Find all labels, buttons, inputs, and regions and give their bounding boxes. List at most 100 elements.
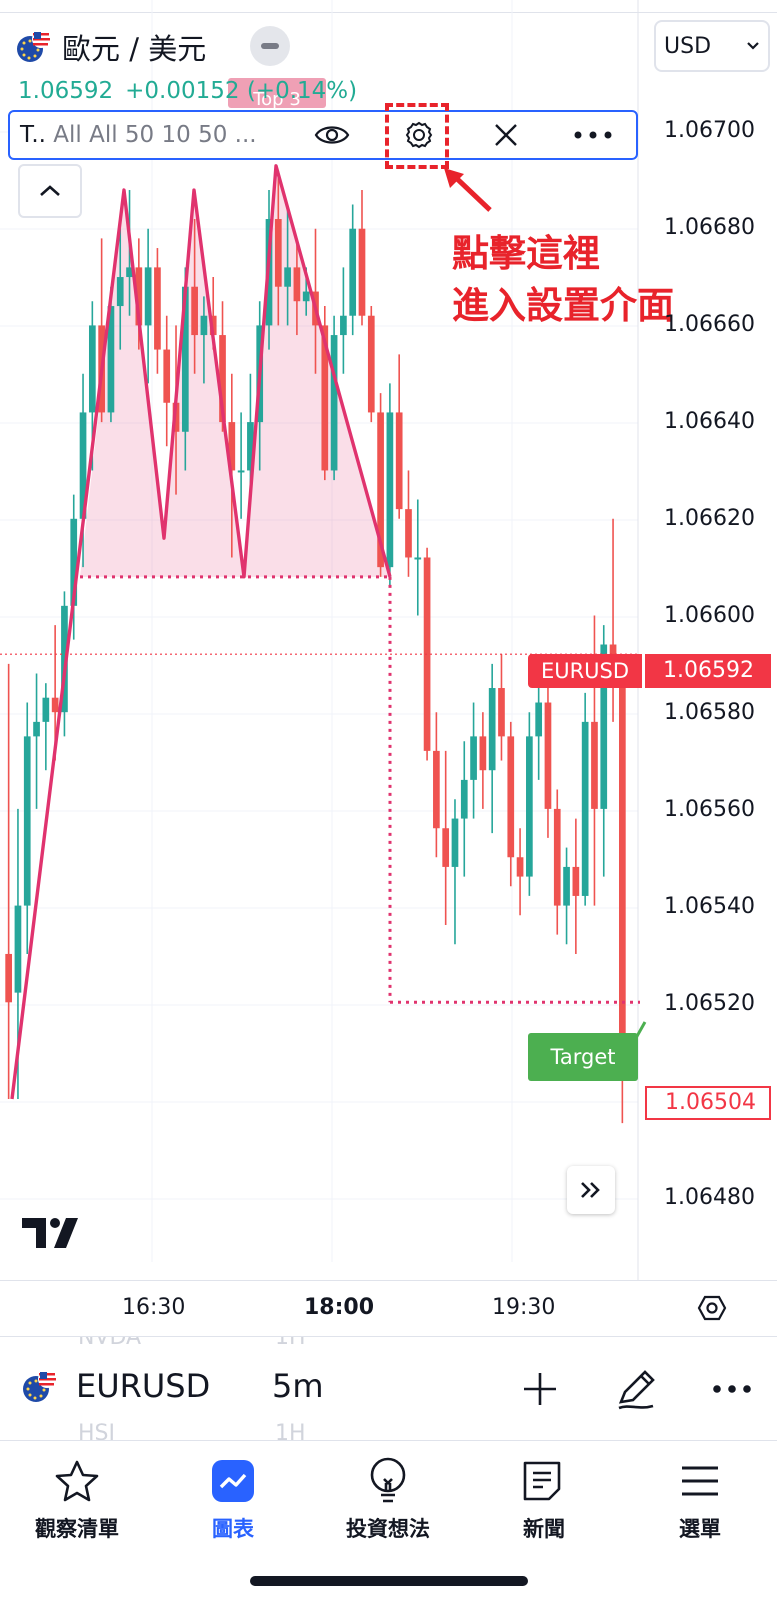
candle-body: [237, 470, 245, 473]
candle-body: [414, 557, 422, 560]
candle-body: [51, 697, 59, 713]
candle-body: [470, 736, 477, 780]
candle-body: [5, 953, 12, 1003]
candle-body: [526, 736, 533, 877]
symbol-header[interactable]: 歐元 / 美元: [16, 26, 206, 68]
chevron-up-icon: [40, 185, 60, 196]
candle-body: [126, 267, 133, 278]
menu-icon: [630, 1455, 770, 1507]
candle-body: [442, 828, 450, 867]
candle-body: [191, 286, 198, 336]
price-tick-label: 1.06560: [664, 797, 755, 822]
candle-body: [302, 291, 310, 302]
currency-value: USD: [664, 33, 712, 59]
drawing-toolbar[interactable]: T.. All All 50 10 50 ...: [8, 110, 638, 160]
candle-body: [581, 721, 589, 896]
candle-body: [516, 857, 524, 877]
symbol-bar[interactable]: NVDA 1H HSI 1H EURUSD 5m: [0, 1336, 777, 1440]
nav-label: 圖表: [212, 1517, 254, 1541]
ghost-symbol-below: HSI: [78, 1421, 115, 1440]
plus-icon[interactable]: [514, 1363, 566, 1415]
time-label: 18:00: [304, 1295, 375, 1320]
close-icon[interactable]: [462, 112, 549, 158]
candle-body: [107, 306, 115, 413]
candle-body: [451, 818, 459, 867]
price-tick-label: 1.06520: [664, 991, 755, 1016]
candle-body: [42, 697, 50, 722]
collapse-legend-button[interactable]: [250, 26, 290, 66]
low-price-badge: 1.06504: [645, 1086, 771, 1120]
nav-label: 選單: [679, 1517, 721, 1541]
nav-label: 新聞: [523, 1517, 565, 1541]
nav-menu[interactable]: 選單: [630, 1455, 770, 1543]
candle-body: [488, 688, 496, 771]
candle-body: [340, 315, 347, 336]
more-icon[interactable]: [706, 1363, 758, 1415]
candle-body: [405, 509, 412, 558]
price-tick-label: 1.06600: [664, 603, 755, 628]
candle-body: [209, 315, 217, 336]
candle-body: [247, 422, 254, 471]
home-indicator: [250, 1576, 528, 1586]
drawing-name-params: All All 50 10 50 ...: [45, 122, 257, 148]
candle-body: [619, 683, 626, 1080]
candle-body: [377, 412, 384, 568]
nav-chart[interactable]: 圖表: [163, 1455, 303, 1543]
candle-body: [563, 866, 570, 906]
price-tick-label: 1.06580: [664, 700, 755, 725]
chart-icon: [163, 1455, 303, 1507]
time-label: 19:30: [492, 1295, 556, 1320]
symbol-price-badge: EURUSD: [528, 654, 642, 688]
price-change: +0.00152 (+0.14%): [125, 78, 358, 104]
drawing-name-prefix: T..: [20, 122, 46, 148]
candle-body: [600, 644, 608, 809]
pattern-tag: Top 3: [228, 78, 326, 108]
annotation-text: 點擊這裡 進入設置介面: [452, 228, 674, 332]
candle-body: [349, 228, 357, 316]
last-price: 1.06592: [18, 78, 114, 104]
target-label: Target: [528, 1033, 638, 1081]
candle-body: [553, 808, 561, 906]
scroll-to-latest-button[interactable]: [567, 1166, 615, 1214]
ghost-interval-below: 1H: [275, 1421, 306, 1440]
candlestick-chart[interactable]: [0, 0, 777, 1280]
candle-body: [284, 267, 291, 287]
more-icon[interactable]: [549, 112, 636, 158]
candle-body: [535, 702, 543, 737]
symbol-title[interactable]: 歐元 / 美元: [62, 32, 207, 66]
drawing-name[interactable]: T.. All All 50 10 50 ...: [10, 122, 289, 148]
annotation-line-1: 點擊這裡: [452, 232, 600, 275]
double-chevron-right-icon: [581, 1182, 600, 1198]
candle-body: [116, 277, 124, 307]
currency-select[interactable]: USD: [654, 20, 770, 72]
candle-body: [144, 267, 152, 326]
annotation-line-2: 進入設置介面: [452, 284, 674, 327]
chart-settings-icon[interactable]: [697, 1293, 727, 1327]
symbol-search-button[interactable]: EURUSD: [76, 1367, 211, 1405]
chart-canvas[interactable]: [0, 0, 777, 1280]
nav-watchlist[interactable]: 觀察清單: [7, 1455, 147, 1543]
time-label: 16:30: [122, 1295, 186, 1320]
time-axis[interactable]: 16:30 18:00 19:30: [0, 1280, 777, 1336]
candle-body: [23, 736, 31, 906]
eye-icon[interactable]: [289, 112, 376, 158]
price-tick-label: 1.06660: [664, 312, 755, 337]
gear-icon[interactable]: [375, 112, 462, 158]
collapse-button[interactable]: [18, 164, 82, 218]
pen-icon[interactable]: [610, 1363, 662, 1415]
price-tick-label: 1.06680: [664, 215, 755, 240]
nav-ideas[interactable]: 投資想法: [318, 1455, 458, 1543]
interval-button[interactable]: 5m: [272, 1367, 324, 1405]
eu-us-flag-icon: [16, 29, 52, 65]
candle-body: [154, 267, 161, 350]
ghost-symbol-above: NVDA: [78, 1336, 142, 1350]
quote-line: 1.06592 +0.00152 (+0.14%): [18, 78, 357, 104]
star-icon: [7, 1455, 147, 1507]
candle-body: [433, 750, 440, 829]
nav-news[interactable]: 新聞: [474, 1455, 614, 1543]
bottom-nav[interactable]: 觀察清單 圖表 投資想法 新聞 選單: [0, 1440, 777, 1600]
annotation-arrow-icon: [444, 168, 492, 212]
news-icon: [474, 1455, 614, 1507]
candle-body: [200, 315, 208, 336]
candle-body: [163, 349, 171, 403]
